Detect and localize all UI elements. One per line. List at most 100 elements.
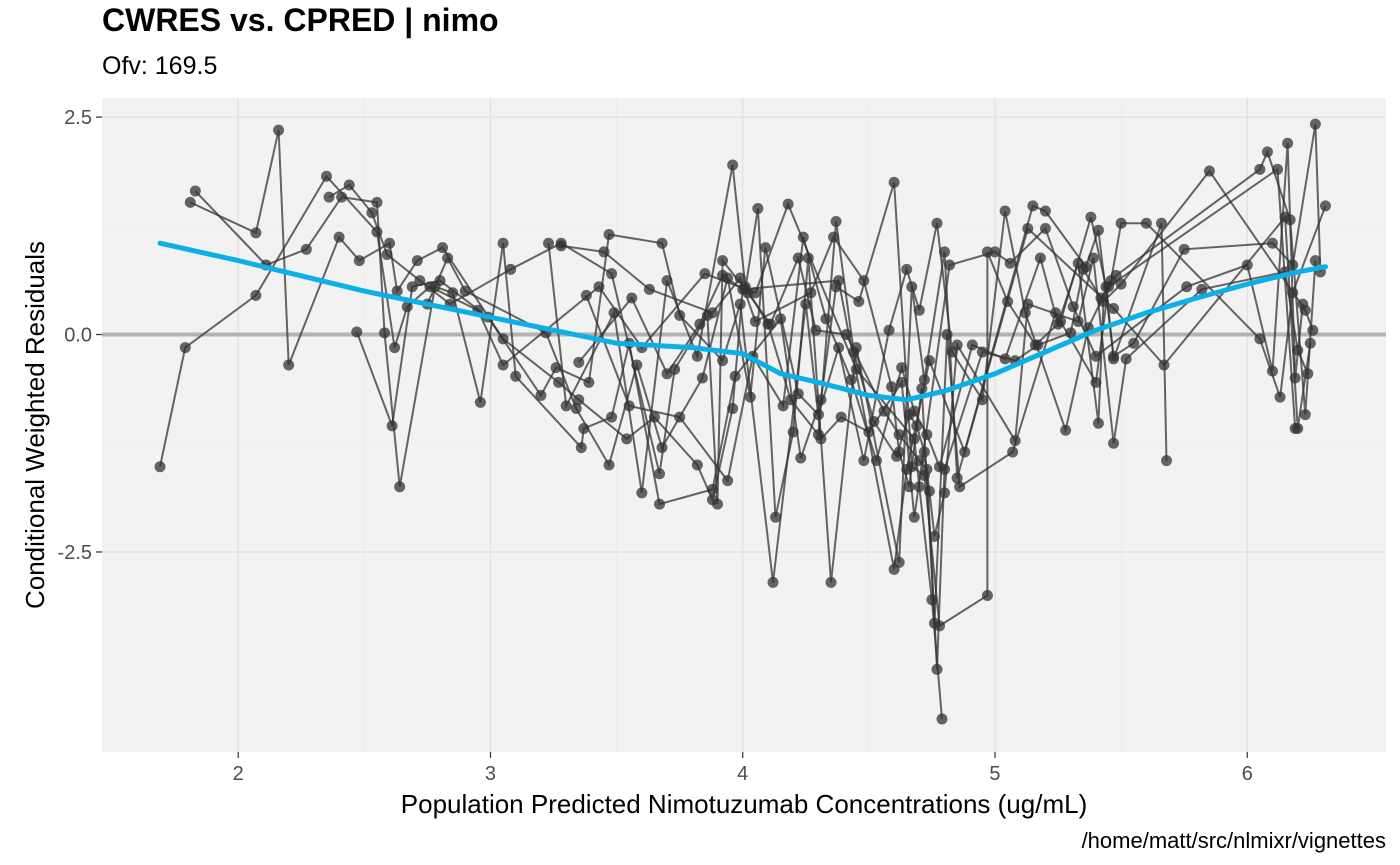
data-point bbox=[828, 231, 840, 243]
data-point bbox=[706, 483, 718, 495]
data-point bbox=[966, 339, 978, 351]
y-axis-ticks: -2.5 0.0 2.5 bbox=[58, 107, 102, 564]
data-point bbox=[631, 359, 643, 371]
data-point bbox=[792, 252, 804, 264]
data-point bbox=[394, 481, 406, 493]
data-point bbox=[459, 285, 471, 297]
data-point bbox=[603, 229, 615, 241]
data-point bbox=[883, 324, 895, 336]
data-point bbox=[921, 429, 933, 441]
data-point bbox=[759, 242, 771, 254]
data-point bbox=[989, 246, 1001, 258]
data-point bbox=[800, 298, 812, 310]
data-point bbox=[923, 485, 935, 497]
data-point bbox=[734, 298, 746, 310]
data-point bbox=[1110, 269, 1122, 281]
data-point bbox=[848, 346, 860, 358]
data-point bbox=[830, 281, 842, 293]
data-point bbox=[674, 411, 686, 423]
data-point bbox=[896, 376, 908, 388]
data-point bbox=[706, 307, 718, 319]
data-point bbox=[906, 461, 918, 473]
data-point bbox=[1272, 163, 1284, 175]
data-point bbox=[283, 359, 295, 371]
data-point bbox=[840, 329, 852, 341]
data-point bbox=[389, 342, 401, 354]
data-point bbox=[1108, 302, 1120, 314]
data-point bbox=[734, 272, 746, 284]
data-point bbox=[447, 287, 459, 299]
data-point bbox=[154, 461, 166, 473]
data-point bbox=[981, 589, 993, 601]
data-point bbox=[928, 617, 940, 629]
data-point bbox=[391, 285, 403, 297]
data-point bbox=[913, 304, 925, 316]
data-point bbox=[951, 472, 963, 484]
data-point bbox=[379, 327, 391, 339]
data-point bbox=[321, 170, 333, 182]
data-point bbox=[742, 287, 754, 299]
data-point bbox=[1304, 337, 1316, 349]
data-point bbox=[300, 243, 312, 255]
data-point bbox=[1115, 278, 1127, 290]
data-point bbox=[1319, 200, 1331, 212]
data-point bbox=[712, 498, 724, 510]
data-point bbox=[250, 289, 262, 301]
data-point bbox=[1108, 350, 1120, 362]
data-point bbox=[926, 594, 938, 606]
data-point bbox=[1092, 417, 1104, 429]
data-point bbox=[770, 511, 782, 523]
data-point bbox=[908, 511, 920, 523]
data-point bbox=[893, 446, 905, 458]
data-point bbox=[497, 359, 509, 371]
data-point bbox=[1196, 283, 1208, 295]
data-point bbox=[1052, 318, 1064, 330]
series-points bbox=[154, 118, 1331, 725]
data-point bbox=[1203, 165, 1215, 177]
data-point bbox=[717, 355, 729, 367]
data-point bbox=[184, 196, 196, 208]
data-point bbox=[931, 217, 943, 229]
data-point bbox=[381, 249, 393, 261]
data-point bbox=[1302, 368, 1314, 380]
data-point bbox=[908, 405, 920, 417]
data-point bbox=[853, 296, 865, 308]
data-point bbox=[749, 287, 761, 299]
data-point bbox=[830, 215, 842, 227]
data-point bbox=[921, 463, 933, 475]
data-point bbox=[1128, 337, 1140, 349]
data-point bbox=[893, 429, 905, 441]
data-point bbox=[722, 475, 734, 487]
x-tick-label: 3 bbox=[485, 763, 496, 785]
data-point bbox=[560, 400, 572, 412]
data-point bbox=[694, 318, 706, 330]
data-point bbox=[570, 402, 582, 414]
data-point bbox=[833, 342, 845, 354]
data-point bbox=[1299, 304, 1311, 316]
data-point bbox=[621, 433, 633, 445]
data-point bbox=[1032, 339, 1044, 351]
data-point bbox=[474, 396, 486, 408]
data-point bbox=[893, 556, 905, 568]
data-point bbox=[250, 227, 262, 239]
x-tick-label: 2 bbox=[233, 763, 244, 785]
data-point bbox=[1065, 327, 1077, 339]
data-point bbox=[825, 576, 837, 588]
data-point bbox=[1161, 455, 1173, 467]
data-point bbox=[1097, 296, 1109, 308]
data-point bbox=[661, 275, 673, 287]
data-point bbox=[1115, 217, 1127, 229]
data-point bbox=[674, 309, 686, 321]
chart-title: CWRES vs. CPRED | nimo bbox=[102, 2, 499, 38]
data-point bbox=[636, 487, 648, 499]
x-tick-label: 6 bbox=[1242, 763, 1253, 785]
data-point bbox=[785, 394, 797, 406]
data-point bbox=[936, 713, 948, 725]
data-point bbox=[1241, 259, 1253, 271]
x-tick-label: 5 bbox=[989, 763, 1000, 785]
data-point bbox=[727, 402, 739, 414]
data-point bbox=[1299, 409, 1311, 421]
data-point bbox=[810, 324, 822, 336]
data-point bbox=[906, 281, 918, 293]
